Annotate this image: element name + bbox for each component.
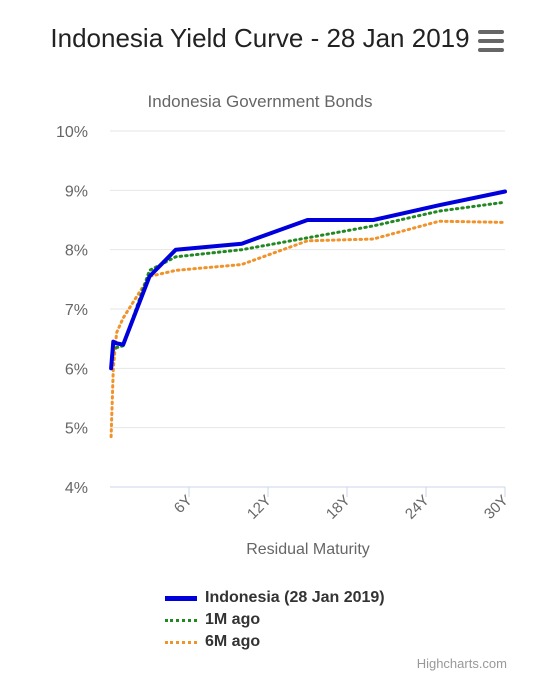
series-line-1[interactable]	[109, 200, 507, 370]
legend: Indonesia (28 Jan 2019) 1M ago 6M ago	[165, 587, 385, 653]
legend-label: 6M ago	[205, 633, 261, 650]
grid-lines	[110, 130, 505, 488]
chart-title: Indonesia Yield Curve - 28 Jan 2019	[50, 23, 470, 53]
legend-symbol	[165, 595, 197, 601]
x-tick-label: 18Y	[323, 492, 354, 523]
y-tick-label: 8%	[65, 243, 88, 260]
legend-item-1m-ago[interactable]: 1M ago	[165, 609, 385, 631]
x-tick-label: 24Y	[402, 492, 433, 523]
y-tick-label: 6%	[65, 361, 88, 378]
x-axis-label: Residual Maturity	[246, 541, 370, 558]
y-tick-label: 7%	[65, 302, 88, 319]
legend-symbol	[165, 640, 197, 644]
y-axis-ticks: 4% 5% 6% 7% 8% 9% 10%	[56, 124, 88, 497]
x-tick-label: 30Y	[481, 492, 512, 523]
legend-label: Indonesia (28 Jan 2019)	[205, 589, 385, 606]
x-axis-ticks: 6Y 12Y 18Y 24Y 30Y	[110, 486, 512, 523]
credits-link[interactable]: Highcharts.com	[416, 656, 507, 671]
y-tick-label: 4%	[65, 480, 88, 497]
x-tick-label: 12Y	[244, 492, 275, 523]
series-lines	[109, 189, 507, 439]
chart-subtitle: Indonesia Government Bonds	[147, 92, 373, 111]
y-tick-label: 9%	[65, 183, 88, 200]
y-tick-label: 10%	[56, 124, 88, 141]
x-tick-label: 6Y	[171, 492, 196, 517]
legend-item-indonesia[interactable]: Indonesia (28 Jan 2019)	[165, 587, 385, 609]
legend-label: 1M ago	[205, 611, 261, 628]
series-line-0[interactable]	[109, 189, 507, 371]
y-tick-label: 5%	[65, 421, 88, 438]
hamburger-menu-icon[interactable]	[478, 30, 504, 52]
legend-symbol	[165, 618, 197, 622]
legend-item-6m-ago[interactable]: 6M ago	[165, 631, 385, 653]
